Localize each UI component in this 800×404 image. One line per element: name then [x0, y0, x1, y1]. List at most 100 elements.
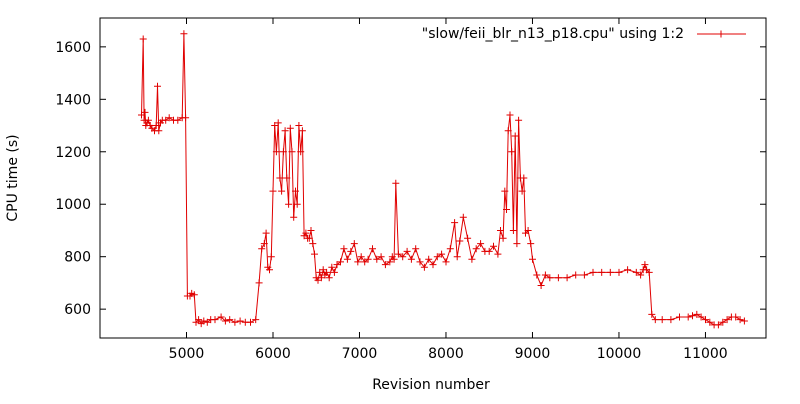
data-point	[451, 219, 459, 227]
data-point	[286, 124, 294, 132]
y-tick-label: 1400	[55, 92, 91, 108]
data-point	[518, 187, 526, 195]
data-point	[407, 255, 415, 263]
data-point	[247, 318, 254, 326]
data-point	[667, 316, 675, 324]
data-point	[323, 268, 331, 276]
data-point	[464, 234, 472, 242]
data-point	[736, 316, 744, 324]
data-point	[499, 234, 507, 242]
data-point	[429, 261, 437, 269]
data-point	[651, 316, 659, 324]
x-tick-label: 7000	[342, 346, 378, 362]
data-point	[285, 200, 293, 208]
data-point	[459, 213, 467, 221]
data-point	[293, 200, 301, 208]
legend-label: "slow/feii_blr_n13_p18.cpu" using 1:2	[422, 26, 684, 42]
data-point	[501, 187, 509, 195]
data-point	[497, 227, 504, 234]
data-point	[269, 187, 277, 195]
data-point	[425, 255, 433, 263]
data-point	[719, 318, 727, 326]
data-point	[283, 174, 291, 182]
data-point	[369, 245, 376, 253]
y-tick-label: 800	[64, 250, 91, 266]
data-point	[392, 179, 400, 187]
data-point	[252, 316, 260, 324]
data-point	[266, 266, 273, 274]
data-point	[330, 268, 338, 276]
data-point	[606, 268, 614, 276]
data-point	[684, 313, 692, 321]
data-point	[340, 245, 348, 253]
data-point	[624, 266, 632, 274]
data-point	[438, 250, 446, 258]
data-point	[297, 148, 305, 156]
data-point	[288, 148, 296, 156]
data-point	[231, 318, 239, 326]
data-point	[598, 268, 606, 276]
data-point	[740, 317, 748, 325]
data-point	[485, 247, 493, 255]
data-point	[217, 313, 225, 321]
data-point	[255, 279, 263, 287]
data-point	[420, 263, 428, 271]
data-point	[676, 313, 683, 321]
data-point	[529, 255, 536, 263]
data-point	[200, 317, 208, 325]
data-point	[364, 255, 372, 263]
data-point	[453, 253, 461, 261]
data-point	[226, 316, 234, 324]
data-point	[456, 237, 464, 245]
data-point	[563, 274, 571, 282]
data-point	[281, 127, 289, 135]
data-point	[641, 261, 649, 269]
data-point	[311, 250, 318, 258]
x-tick-label: 10000	[597, 346, 642, 362]
data-point	[144, 116, 152, 124]
x-tick-label: 9000	[515, 346, 551, 362]
data-point	[615, 268, 623, 276]
data-point	[190, 291, 198, 299]
data-point	[706, 318, 714, 326]
x-tick-label: 11000	[683, 346, 728, 362]
data-point	[386, 258, 394, 266]
data-point	[506, 111, 514, 119]
data-point	[648, 310, 656, 318]
data-point	[645, 268, 653, 276]
data-point	[689, 312, 696, 320]
data-point	[468, 255, 476, 263]
data-point	[390, 255, 398, 263]
data-point	[302, 229, 310, 237]
data-point	[533, 271, 541, 279]
data-point	[298, 127, 306, 135]
legend-marker	[717, 30, 725, 38]
data-point	[180, 30, 188, 38]
series-line	[141, 33, 745, 326]
data-point	[154, 82, 161, 90]
data-point	[337, 258, 344, 266]
x-tick-label: 6000	[255, 346, 291, 362]
data-point	[541, 271, 549, 279]
data-point	[472, 245, 480, 253]
data-point	[221, 317, 229, 325]
y-tick-label: 600	[64, 302, 91, 318]
data-point	[274, 119, 282, 127]
data-point	[152, 122, 160, 129]
data-point	[182, 114, 190, 122]
data-point	[697, 313, 705, 321]
y-tick-label: 1200	[55, 145, 91, 161]
data-point	[262, 229, 270, 237]
data-point	[292, 187, 299, 195]
data-point	[276, 174, 284, 182]
data-point	[723, 316, 731, 324]
data-point	[295, 122, 303, 129]
data-point	[513, 240, 521, 248]
data-point	[236, 317, 244, 325]
data-point	[399, 253, 407, 261]
series-layer	[138, 30, 748, 329]
data-point	[537, 282, 545, 289]
data-point	[278, 187, 286, 195]
